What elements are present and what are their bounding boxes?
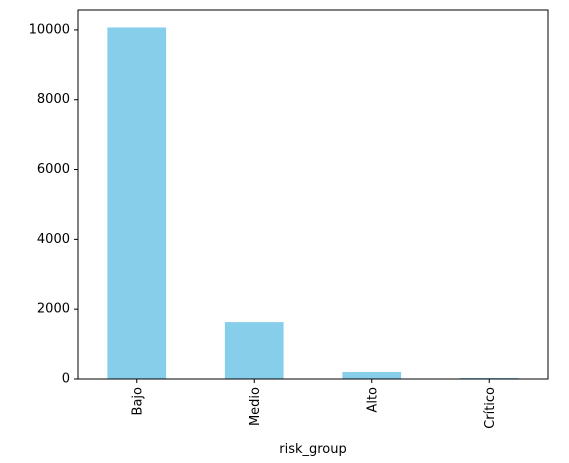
x-tick-label: Medio: [248, 387, 263, 426]
x-tick-label: Alto: [365, 387, 380, 413]
plot-frame: [77, 9, 549, 380]
bar-bajo: [107, 27, 167, 380]
x-tick-label: Crítico: [483, 387, 498, 429]
y-tick-label: 4000: [37, 232, 70, 247]
x-axis-ticks: Bajo Medio Alto Crítico: [130, 379, 498, 429]
y-tick-label: 0: [62, 372, 70, 387]
x-axis-label: risk_group: [279, 442, 347, 457]
bars-group: [107, 27, 519, 380]
bar-crítico: [459, 377, 519, 379]
y-tick-label: 2000: [37, 302, 70, 317]
bar-alto: [342, 372, 402, 379]
y-axis-ticks: 0 2000 4000 6000 8000 10000: [29, 22, 78, 387]
y-tick-label: 10000: [29, 22, 70, 37]
y-tick-label: 8000: [37, 92, 70, 107]
x-tick-label: Bajo: [130, 387, 145, 415]
bar-medio: [224, 322, 284, 379]
y-tick-label: 6000: [37, 162, 70, 177]
